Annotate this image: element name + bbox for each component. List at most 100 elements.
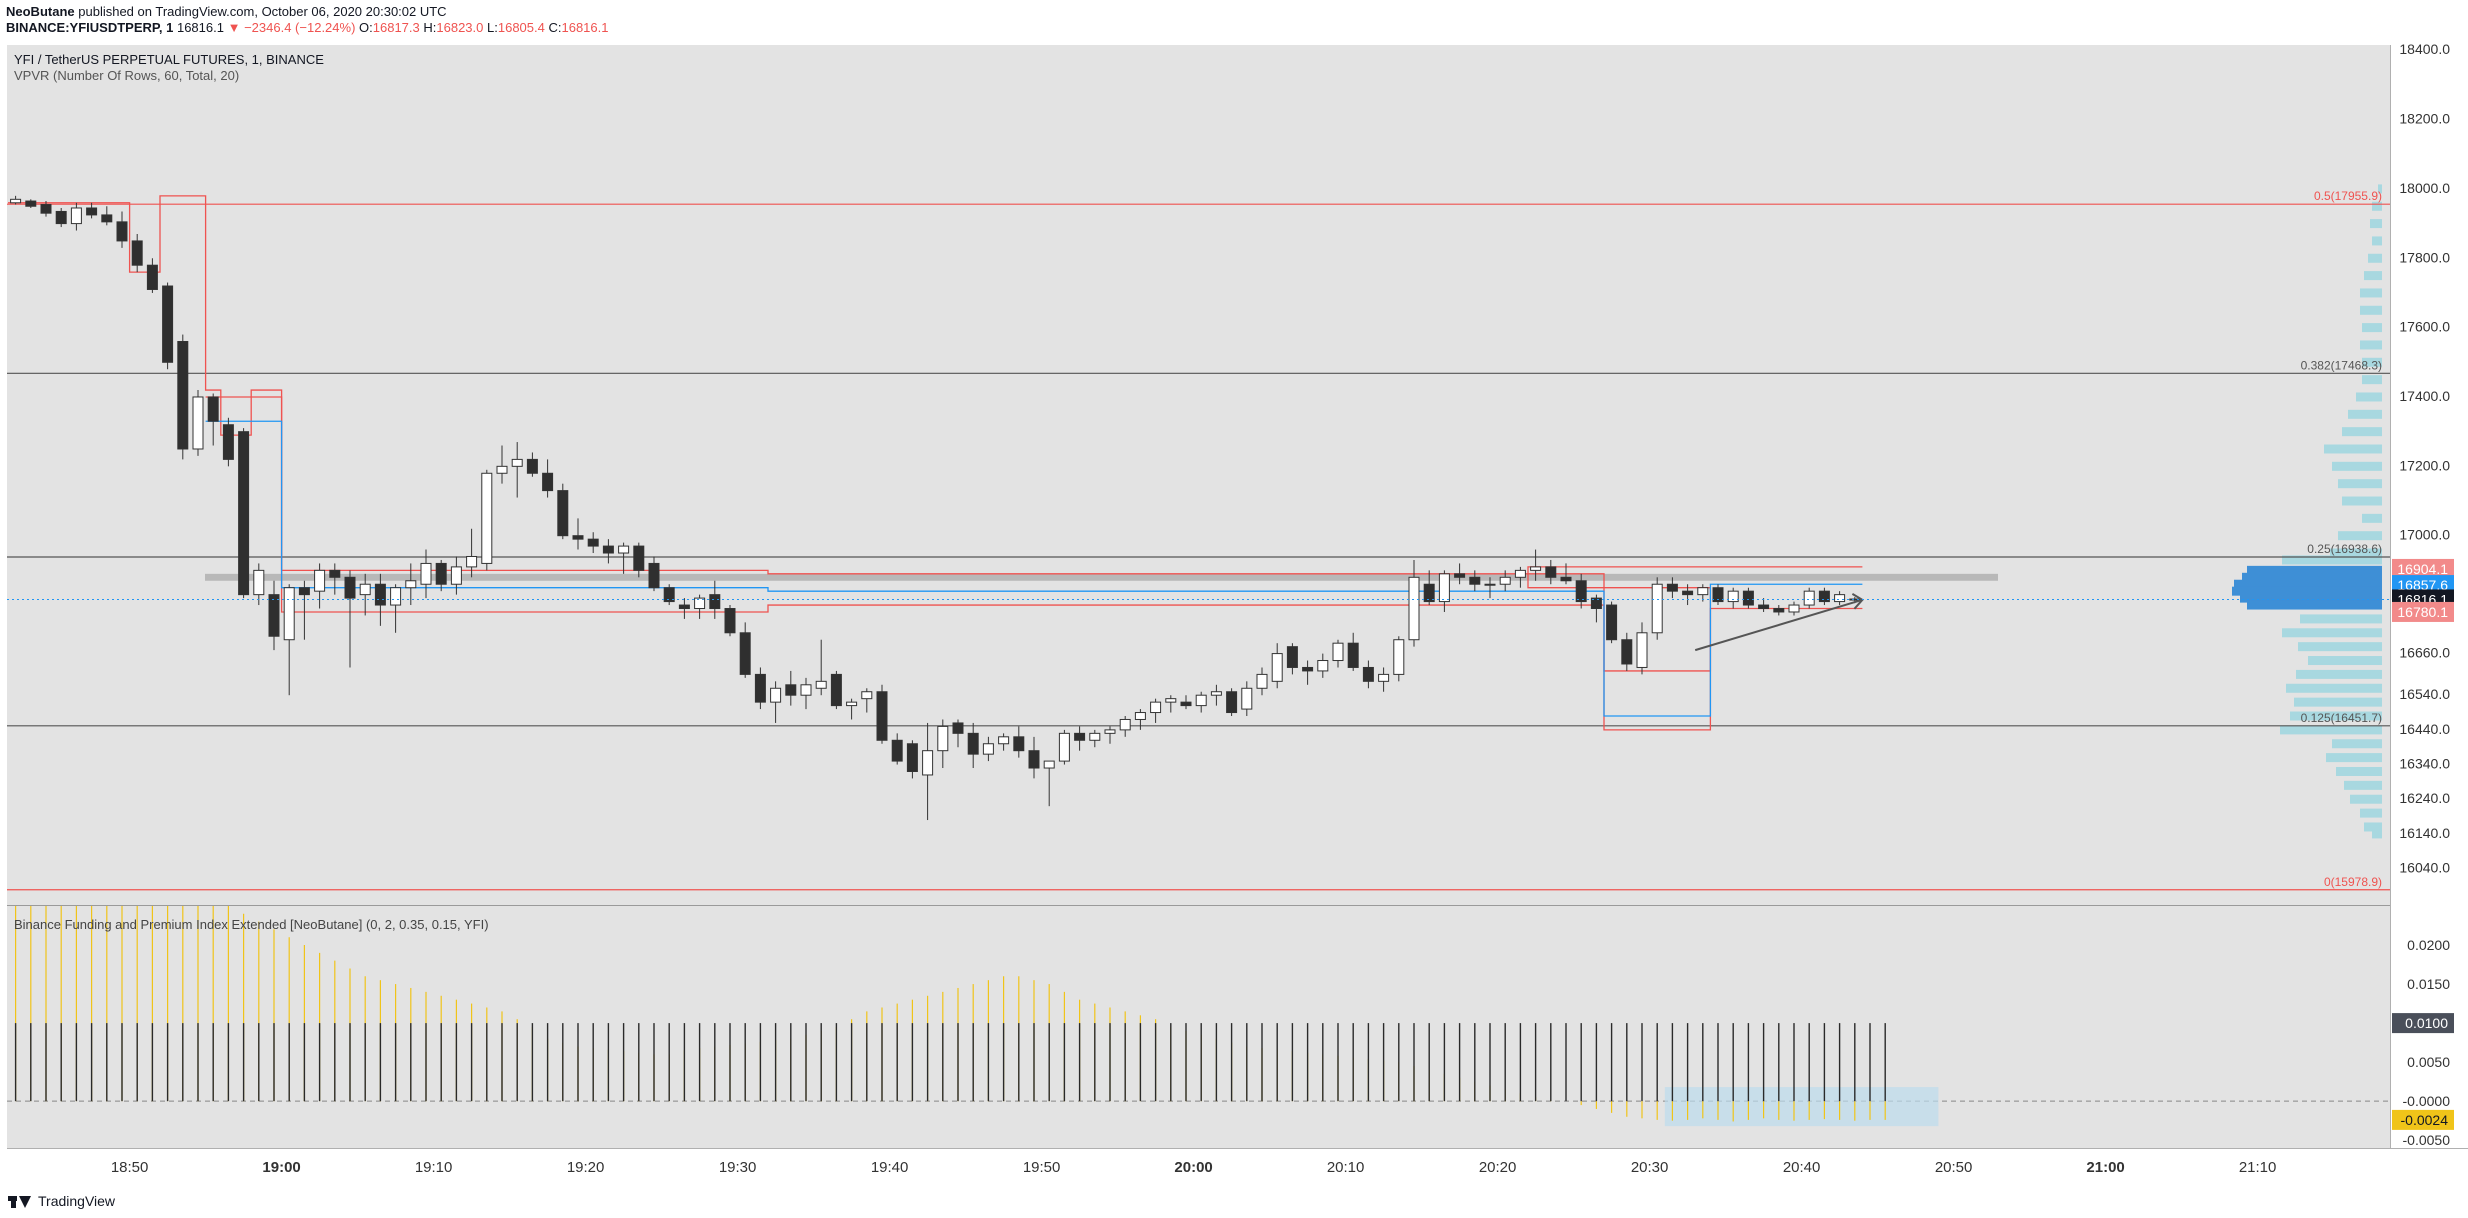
candle-body — [1606, 604, 1618, 641]
candle-body — [922, 750, 934, 776]
candle-body — [1575, 580, 1587, 603]
price-change: −2346.4 (−12.24%) — [244, 20, 356, 35]
candle-body — [1530, 566, 1542, 571]
candle-body — [633, 545, 645, 571]
time-axis-tick: 20:00 — [1174, 1159, 1212, 1176]
candle-body — [724, 608, 736, 634]
volume-profile-bar — [2247, 565, 2382, 575]
volume-profile-bar — [2286, 683, 2382, 693]
volume-profile-bar — [2364, 822, 2382, 832]
price-axis-tick: 16240.0 — [2399, 790, 2450, 806]
volume-profile-bar — [2362, 513, 2382, 523]
volume-profile-bar — [2326, 753, 2382, 763]
candle-body — [1423, 583, 1435, 603]
volume-profile-bar — [2360, 340, 2382, 350]
candle-body — [70, 207, 82, 225]
time-axis-tick: 20:10 — [1327, 1159, 1365, 1176]
indicator-axis-tick: -0.0000 — [2403, 1093, 2451, 1109]
candle-body — [116, 221, 128, 242]
candle-body — [937, 725, 949, 752]
candle-body — [526, 458, 538, 474]
candle-body — [1803, 590, 1815, 606]
candle-body — [1742, 590, 1754, 606]
indicator-axis-tick: 0.0200 — [2407, 937, 2450, 953]
indicator-axis-tick: 0.0150 — [2407, 976, 2450, 992]
price-axis-tick: 16660.0 — [2399, 645, 2450, 661]
candle-body — [1636, 632, 1648, 668]
volume-profile-bar — [2344, 780, 2382, 790]
candle-body — [1058, 732, 1070, 762]
candle-body — [40, 204, 52, 214]
candle-body — [1317, 660, 1329, 672]
price-label-text: 16857.6 — [2397, 577, 2448, 593]
candle-body — [1849, 598, 1861, 601]
volume-profile-bar — [2342, 496, 2382, 506]
trend-arrow-line — [1694, 598, 1863, 652]
candle-body — [982, 743, 994, 755]
candle-body — [177, 340, 189, 450]
candle-body — [466, 555, 478, 568]
volume-profile-bar — [2342, 427, 2382, 437]
candle-body — [1043, 760, 1055, 769]
publisher-line: NeoButane published on TradingView.com, … — [6, 4, 2446, 20]
candle-body — [861, 691, 873, 700]
volume-profile-bar — [2360, 808, 2382, 818]
candle-body — [146, 264, 158, 290]
candle-body — [1286, 646, 1298, 668]
candle-body — [952, 722, 964, 734]
author-name[interactable]: NeoButane — [6, 4, 75, 19]
volume-profile-bar — [2368, 253, 2382, 263]
high-label: H: — [423, 20, 437, 35]
price-label-tag — [2392, 601, 2454, 622]
candle-body — [754, 673, 766, 703]
time-axis-tick: 19:30 — [719, 1159, 757, 1176]
high-value: 16823.0 — [436, 20, 484, 35]
candle-body — [1590, 597, 1602, 610]
candle-body — [876, 691, 888, 741]
fib-level-label: 0(15978.9) — [2324, 875, 2382, 889]
tradingview-logo-icon — [8, 1194, 32, 1208]
volume-profile-bar — [2350, 794, 2382, 804]
candle-body — [1514, 569, 1526, 578]
price-pane-bg — [7, 45, 2390, 905]
brand-name: TradingView — [38, 1193, 116, 1209]
candle-body — [587, 538, 599, 547]
candle-body — [1560, 576, 1572, 582]
volume-profile-bar — [2332, 739, 2382, 749]
time-axis-tick: 19:50 — [1023, 1159, 1061, 1176]
publish-header: NeoButane published on TradingView.com, … — [6, 4, 2446, 40]
candle-body — [1013, 736, 1025, 752]
candle-body — [1378, 673, 1390, 682]
volume-profile-bar — [2308, 656, 2382, 666]
volume-profile-bar — [2282, 628, 2382, 638]
candle-body — [663, 587, 675, 603]
candle-body — [1651, 583, 1663, 634]
volume-profile-bar — [2280, 725, 2382, 735]
candle-body — [359, 583, 371, 596]
brand-footer[interactable]: TradingView — [8, 1190, 115, 1212]
candle-body — [1165, 698, 1177, 703]
candle-body — [770, 687, 782, 703]
candle-body — [1727, 590, 1739, 603]
candle-body — [1788, 604, 1800, 613]
price-label-tag — [2392, 558, 2454, 579]
volume-profile-bar — [2234, 579, 2382, 589]
candle-body — [602, 545, 614, 554]
price-axis-tick: 17600.0 — [2399, 319, 2450, 335]
candle-body — [1180, 701, 1192, 707]
time-axis — [7, 1148, 2390, 1184]
candle-body — [420, 562, 432, 585]
candle-body — [390, 587, 402, 606]
vpvr-legend: VPVR (Number Of Rows, 60, Total, 20) — [14, 68, 239, 83]
candle-body — [1682, 590, 1694, 596]
volume-profile-bar — [2356, 392, 2382, 402]
candle-body — [1758, 604, 1770, 610]
volume-profile-bar — [2370, 219, 2382, 229]
candle-body — [511, 458, 523, 467]
candle-body — [1302, 666, 1314, 672]
candle-body — [25, 200, 37, 207]
candle-body — [618, 545, 630, 554]
candle-body — [785, 684, 797, 696]
volume-profile-bar — [2372, 236, 2382, 246]
